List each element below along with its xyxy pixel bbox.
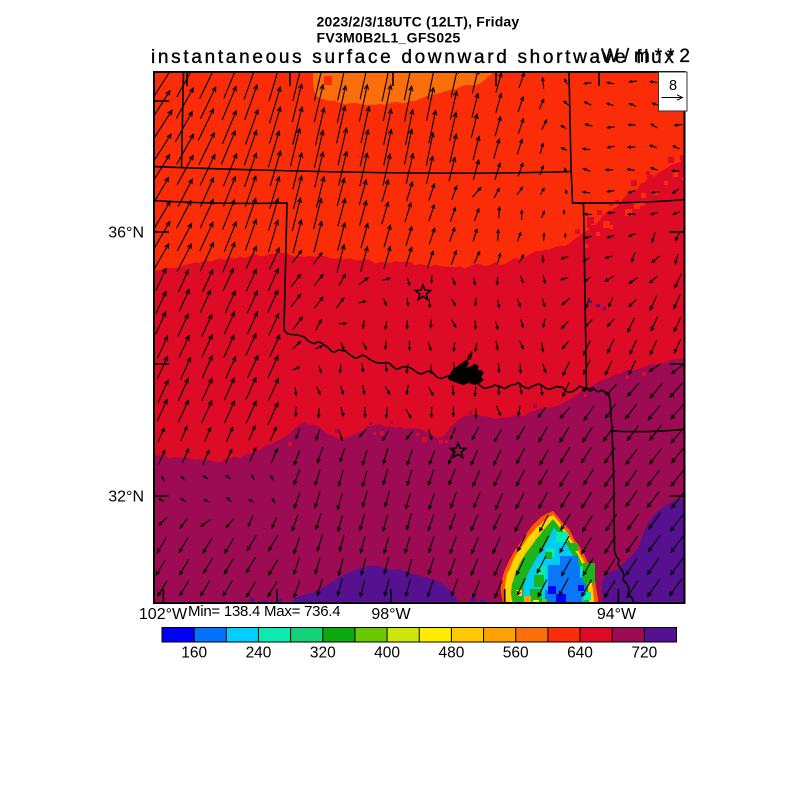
svg-text:36°N: 36°N [108,225,144,242]
svg-text:320: 320 [310,645,336,662]
svg-text:640: 640 [567,645,593,662]
svg-text:FV3M0B2L1_GFS025: FV3M0B2L1_GFS025 [317,30,461,46]
svg-text:720: 720 [631,645,657,662]
svg-text:8: 8 [669,78,677,94]
svg-text:98°W: 98°W [371,606,411,623]
svg-text:102°W: 102°W [139,606,188,623]
svg-text:160: 160 [181,645,207,662]
svg-text:240: 240 [246,645,272,662]
svg-text:94°W: 94°W [597,606,637,623]
svg-text:Min= 138.4 Max= 736.4: Min= 138.4 Max= 736.4 [188,603,340,620]
svg-text:480: 480 [438,645,464,662]
svg-text:2023/2/3/18UTC (12LT), Friday: 2023/2/3/18UTC (12LT), Friday [317,14,520,30]
svg-text:32°N: 32°N [108,489,144,506]
svg-text:560: 560 [503,645,529,662]
svg-text:instantaneous surface downward: instantaneous surface downward shortwave… [151,47,677,68]
svg-text:400: 400 [374,645,400,662]
svg-text:W/m**2: W/m**2 [601,46,695,67]
